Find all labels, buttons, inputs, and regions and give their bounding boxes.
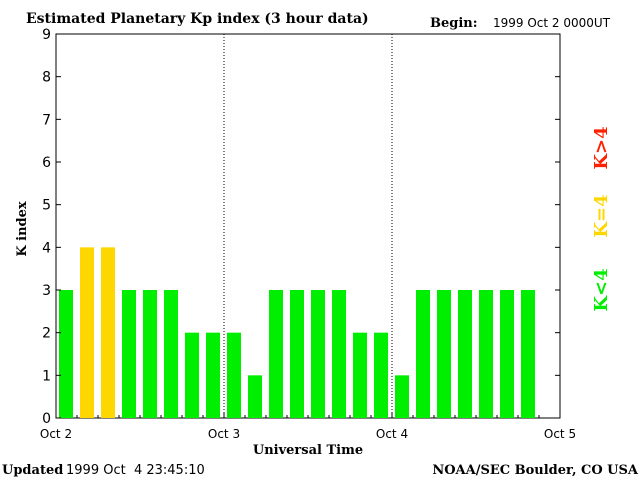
- kp-bar: [374, 332, 388, 418]
- kp-bar: [122, 290, 136, 418]
- y-tick-label: 8: [42, 70, 51, 86]
- kp-bar: [227, 332, 241, 418]
- kp-bar: [143, 290, 157, 418]
- x-tick-label: Oct 5: [544, 427, 576, 441]
- begin-label: Begin:: [430, 16, 478, 31]
- y-tick-label: 9: [42, 27, 51, 43]
- kp-bar: [101, 247, 115, 418]
- x-axis-label: Universal Time: [253, 443, 363, 458]
- y-axis-label: K index: [15, 201, 30, 257]
- kp-bar: [248, 375, 262, 418]
- kp-bar: [311, 290, 325, 418]
- y-tick-label: 7: [42, 112, 51, 128]
- y-tick-label: 1: [42, 368, 51, 384]
- kp-bar: [458, 290, 472, 418]
- x-tick-label: Oct 4: [376, 427, 408, 441]
- x-tick-label: Oct 3: [208, 427, 240, 441]
- updated-label: Updated: [2, 463, 63, 478]
- legend-item: K<4: [591, 268, 612, 311]
- kp-bar: [185, 332, 199, 418]
- y-tick-label: 4: [42, 240, 51, 256]
- chart-title: Estimated Planetary Kp index (3 hour dat…: [26, 11, 369, 27]
- source-credit: NOAA/SEC Boulder, CO USA: [432, 463, 639, 478]
- x-tick-label: Oct 2: [40, 427, 72, 441]
- kp-bar: [395, 375, 409, 418]
- y-tick-label: 2: [42, 326, 51, 342]
- kp-bar: [80, 247, 94, 418]
- kp-bar: [164, 290, 178, 418]
- legend-item: K=4: [591, 194, 612, 237]
- kp-bar: [59, 290, 73, 418]
- y-tick-label: 5: [42, 198, 51, 214]
- kp-bar: [479, 290, 493, 418]
- kp-bar: [269, 290, 283, 418]
- kp-bar: [206, 332, 220, 418]
- kp-bar: [521, 290, 535, 418]
- updated-value: 1999 Oct 4 23:45:10: [66, 463, 205, 478]
- kp-bar: [437, 290, 451, 418]
- y-tick-label: 0: [42, 411, 51, 427]
- y-tick-label: 6: [42, 155, 51, 171]
- kp-bar: [500, 290, 514, 418]
- legend-item: K>4: [591, 126, 612, 169]
- kp-bar: [290, 290, 304, 418]
- kp-bar: [416, 290, 430, 418]
- kp-bar: [353, 332, 367, 418]
- begin-value: 1999 Oct 2 0000UT: [493, 16, 611, 30]
- y-tick-label: 3: [42, 283, 51, 299]
- kp-bar: [332, 290, 346, 418]
